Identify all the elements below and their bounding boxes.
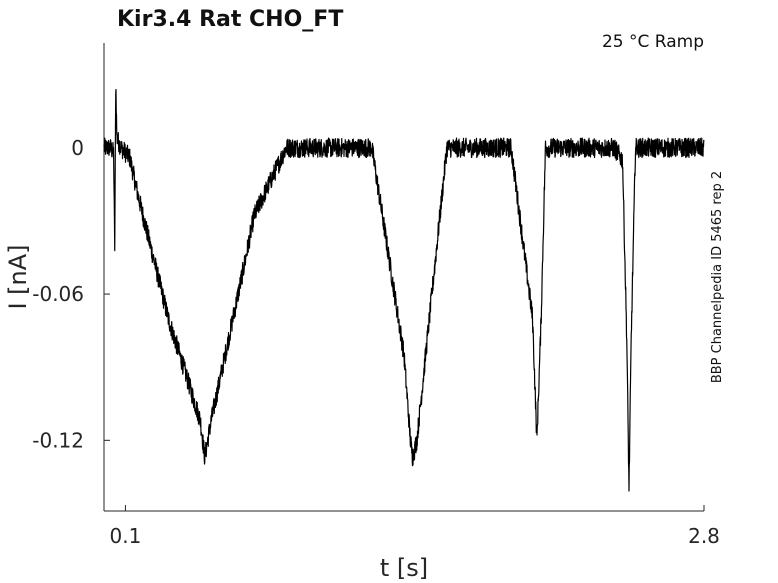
x-tick-label: 2.8	[688, 524, 720, 548]
side-note: BBP Channelpedia ID 5465 rep 2	[710, 171, 725, 383]
y-tick-label: 0	[71, 136, 84, 160]
y-tick-label: -0.12	[32, 428, 84, 452]
y-axis-label: I [nA]	[4, 244, 32, 309]
y-ticks: 0 -0.06 -0.12	[32, 136, 110, 452]
x-tick-label: 0.1	[110, 524, 142, 548]
chart-title: Kir3.4 Rat CHO_FT	[117, 7, 343, 32]
current-trace-line	[103, 88, 705, 492]
y-tick-label: -0.06	[32, 282, 84, 306]
chart-subtitle: 25 °C Ramp	[602, 32, 704, 52]
x-ticks: 0.1 2.8	[110, 505, 720, 548]
x-axis-label: t [s]	[380, 554, 428, 582]
axes	[103, 43, 704, 512]
